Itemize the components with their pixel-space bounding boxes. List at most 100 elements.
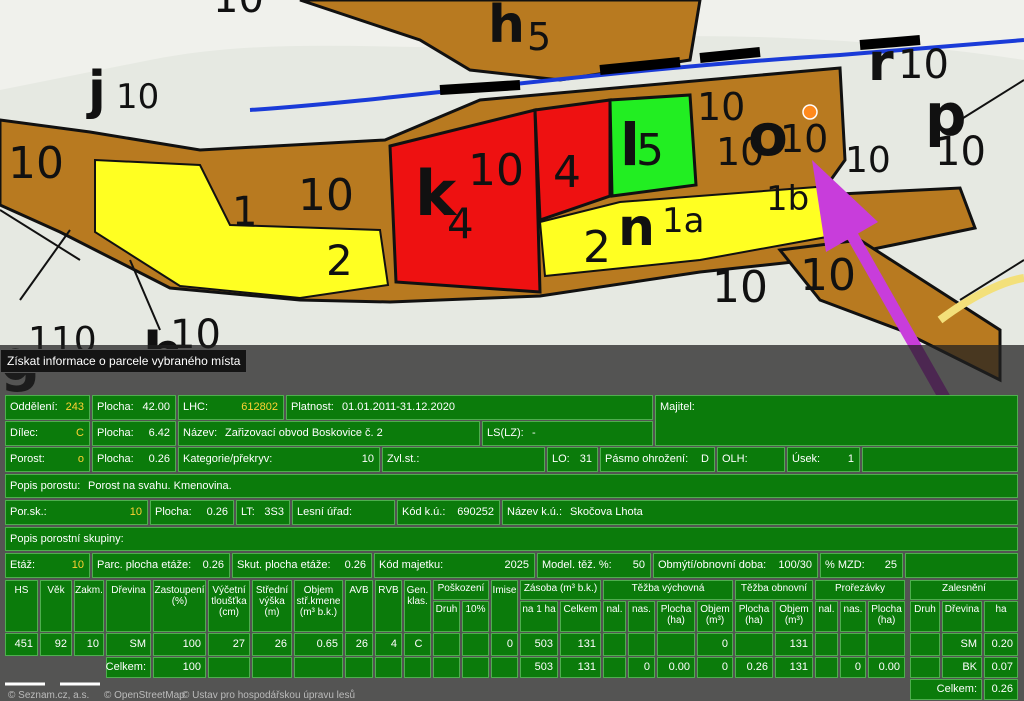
- info-cell: LHC: 612802: [178, 395, 284, 420]
- table-header: Plocha (ha): [735, 601, 773, 632]
- map-label: 10: [116, 77, 159, 117]
- table-cell: [628, 633, 655, 656]
- info-value: 243: [65, 401, 84, 413]
- info-label: Název:: [183, 427, 218, 439]
- cell-text: SM: [129, 638, 147, 650]
- map-label: 1b: [766, 179, 809, 219]
- table-cell: BK: [942, 657, 982, 678]
- table-cell: 451: [5, 633, 38, 656]
- info-value: 612802: [241, 401, 278, 413]
- info-value: 3S3: [264, 506, 284, 518]
- info-label: LO:: [552, 453, 570, 465]
- info-cell: Popis porostu: Porost na svahu. Kmenovina…: [5, 474, 1018, 498]
- cell-text: SM: [960, 638, 978, 650]
- table-cell: 26: [252, 633, 292, 656]
- info-cell: LS(LZ): -: [482, 421, 653, 446]
- info-cell: Popis porostní skupiny:: [5, 527, 1018, 551]
- arrow-head: [812, 160, 878, 252]
- table-cell: Celkem:: [106, 657, 151, 678]
- info-value: Zařizovací obvod Boskovice č. 2: [225, 427, 383, 439]
- table-cell: 0: [697, 633, 733, 656]
- map-label: r: [868, 33, 894, 93]
- info-cell: LT: 3S3: [236, 500, 290, 525]
- table-group-header: Těžba výchovná: [603, 580, 733, 600]
- table-cell: 4: [375, 633, 402, 656]
- table-header: RVB: [375, 580, 402, 632]
- info-cell: OLH:: [717, 447, 785, 472]
- header-text: Plocha (ha): [660, 604, 692, 626]
- header-text: Těžba výchovná: [631, 583, 705, 594]
- info-cell: Název: Zařizovací obvod Boskovice č. 2: [178, 421, 480, 446]
- cell-text: 0: [721, 661, 728, 673]
- map-label: 10: [800, 250, 856, 301]
- header-text: Zakm.: [75, 585, 103, 596]
- table-group-header: Prořezávky: [815, 580, 905, 600]
- table-header: Dřevina: [106, 580, 151, 632]
- info-value: 100/30: [778, 559, 812, 571]
- table-header: Plocha (ha): [868, 601, 905, 632]
- info-cell: Porost: o: [5, 447, 90, 472]
- header-text: AVB: [349, 585, 369, 596]
- info-label: Název k.ú.:: [507, 506, 563, 518]
- table-cell: [433, 633, 460, 656]
- cell-text: 131: [789, 638, 808, 650]
- road: [439, 35, 921, 95]
- table-cell: 26: [345, 633, 373, 656]
- info-value: D: [701, 453, 709, 465]
- cell-text: 0.65: [316, 638, 338, 650]
- info-value: 10: [71, 559, 84, 571]
- info-value: 10: [129, 506, 142, 518]
- info-label: Skut. plocha etáže:: [237, 559, 331, 571]
- header-text: Objem stř.kmene (m³ b.k.): [296, 585, 341, 618]
- map-label: 5: [527, 15, 551, 59]
- info-label: Por.sk.:: [10, 506, 47, 518]
- table-cell: 0.00: [868, 657, 905, 678]
- table-header: ha: [984, 601, 1018, 632]
- location-marker[interactable]: [802, 104, 818, 120]
- info-cell: Pásmo ohrožení: D: [600, 447, 715, 472]
- info-value: Porost na svahu. Kmenovina.: [88, 480, 232, 492]
- header-text: Zalesnění: [942, 583, 986, 594]
- table-cell: 0: [697, 657, 733, 678]
- table-cell: [252, 657, 292, 678]
- header-text: na 1 ha: [522, 604, 556, 615]
- road: [937, 274, 1024, 324]
- cell-text: 0.00: [878, 661, 900, 673]
- header-text: Druh: [914, 604, 936, 615]
- info-value: 2025: [504, 559, 529, 571]
- info-cell: Kategorie/překryv: 10: [178, 447, 380, 472]
- table-header: AVB: [345, 580, 373, 632]
- table-cell: [868, 633, 905, 656]
- attribution-text: © Ustav pro hospodářskou úpravu lesů: [182, 689, 355, 701]
- table-cell: [208, 657, 250, 678]
- info-value: 50: [632, 559, 645, 571]
- header-text: Poškození: [437, 583, 485, 594]
- info-label: Plocha:: [97, 453, 134, 465]
- cell-text: 0.07: [991, 661, 1013, 673]
- info-label: Popis porostu:: [10, 480, 81, 492]
- info-cell: Kód k.ú.: 690252: [397, 500, 500, 525]
- table-cell: [657, 633, 695, 656]
- header-text: Druh: [435, 604, 458, 615]
- table-cell: [462, 633, 489, 656]
- table-cell: [603, 657, 626, 678]
- info-value: C: [76, 427, 84, 439]
- cell-text: 4: [390, 638, 397, 650]
- map-label: 4: [447, 199, 474, 248]
- cell-text: C: [414, 638, 423, 650]
- table-cell: 503: [520, 633, 558, 656]
- table-cell: SM: [942, 633, 982, 656]
- table-cell: 131: [560, 657, 601, 678]
- info-value: -: [532, 427, 536, 439]
- info-value: 10: [361, 453, 374, 465]
- info-cell: Parc. plocha etáže: 0.26: [92, 553, 230, 578]
- table-cell: 0.26: [984, 679, 1018, 700]
- table-header: Zakm.: [74, 580, 104, 632]
- info-cell: Kód majetku: 2025: [374, 553, 535, 578]
- header-text: Výčetní tloušťka (cm): [211, 585, 247, 618]
- table-cell: 131: [775, 633, 813, 656]
- header-text: Střední výška (m): [255, 585, 289, 618]
- cell-text: 0.26: [746, 661, 768, 673]
- info-label: LHC:: [183, 401, 209, 413]
- table-header: Střední výška (m): [252, 580, 292, 632]
